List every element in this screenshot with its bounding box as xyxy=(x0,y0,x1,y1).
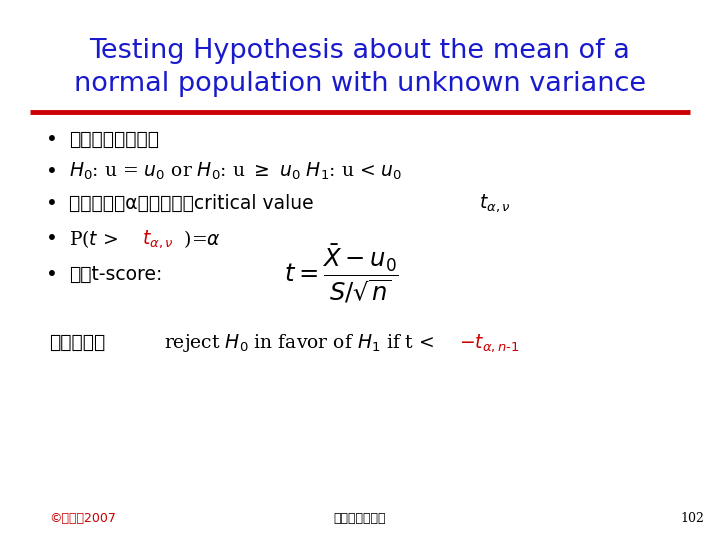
Text: $t = \dfrac{\bar{X} - u_0}{S/\sqrt{n}}$: $t = \dfrac{\bar{X} - u_0}{S/\sqrt{n}}$ xyxy=(284,243,399,306)
Text: $t_{\alpha,\nu}$: $t_{\alpha,\nu}$ xyxy=(479,192,510,214)
Text: •: • xyxy=(46,193,58,213)
Text: Testing Hypothesis about the mean of a: Testing Hypothesis about the mean of a xyxy=(89,38,631,64)
Text: P($t$ >: P($t$ > xyxy=(69,228,120,249)
Text: )=$\alpha$: )=$\alpha$ xyxy=(178,228,221,249)
Text: normal population with unknown variance: normal population with unknown variance xyxy=(74,71,646,97)
Text: 102: 102 xyxy=(680,512,704,525)
Text: 決策法則：: 決策法則： xyxy=(49,333,105,353)
Text: ©蘇國譕2007: ©蘇國譕2007 xyxy=(49,512,116,525)
Text: 社會統計（上）: 社會統計（上） xyxy=(334,512,386,525)
Text: •: • xyxy=(46,161,58,181)
Text: •: • xyxy=(46,229,58,248)
Text: •: • xyxy=(46,130,58,149)
Text: 計算t-score:: 計算t-score: xyxy=(69,265,163,284)
Text: 欲檢證下列假設：: 欲檢證下列假設： xyxy=(69,130,159,149)
Text: $t_{\alpha,\nu}$: $t_{\alpha,\nu}$ xyxy=(142,228,174,249)
Text: reject $H_0$ in favor of $H_1$ if t <: reject $H_0$ in favor of $H_1$ if t < xyxy=(164,332,436,354)
Text: •: • xyxy=(46,265,58,284)
Text: $H_0$: u = $u_0$ or $H_0$: u $\geq$ $u_0$ $H_1$: u < $u_0$: $H_0$: u = $u_0$ or $H_0$: u $\geq$ $u_0… xyxy=(69,160,402,182)
Text: $-t_{\alpha,n\text{-}1}$: $-t_{\alpha,n\text{-}1}$ xyxy=(459,332,520,354)
Text: 在顯著水準α之下，找出critical value: 在顯著水準α之下，找出critical value xyxy=(69,193,320,213)
